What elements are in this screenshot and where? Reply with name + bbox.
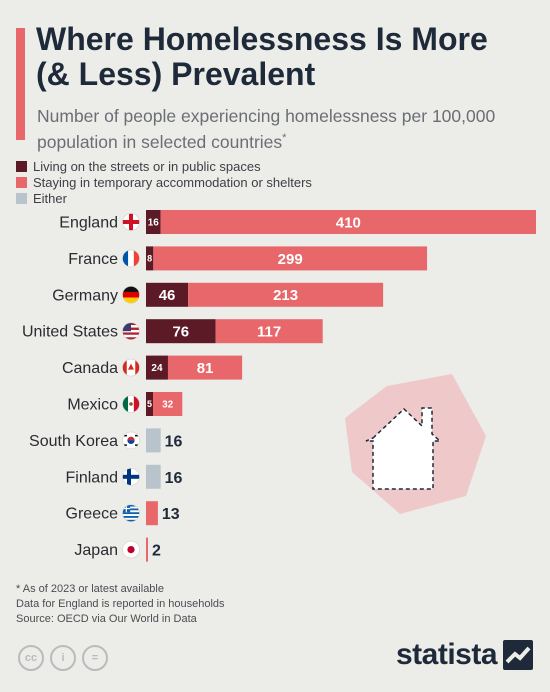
flag-france-icon-ring (122, 249, 140, 268)
bar-street-germany (146, 282, 189, 307)
bar-street-mexico (146, 392, 153, 416)
value-label-street-canada: 24 (151, 363, 163, 374)
value-label-shelter-germany: 213 (273, 287, 298, 304)
legend-item-shelter: Staying in temporary accommodation or sh… (16, 174, 312, 190)
flag-greece-icon (122, 504, 140, 522)
statista-mark-icon (503, 640, 534, 670)
value-label-shelter-france: 299 (278, 251, 303, 268)
value-label-street-germany: 46 (159, 287, 176, 304)
footnote-england: Data for England is reported in househol… (16, 598, 225, 610)
flag-finland-icon-ring (122, 467, 140, 486)
legend-item-street: Living on the streets or in public space… (16, 158, 312, 174)
flag-mexico-icon-ring (122, 395, 140, 413)
footnotes: * As of 2023 or latest available Data fo… (16, 582, 225, 627)
flag-south-korea-icon (122, 431, 140, 449)
value-label-shelter-mexico: 32 (162, 400, 174, 411)
category-label-canada: Canada (62, 360, 118, 377)
flag-greece-icon-ring (122, 504, 140, 523)
by-icon: i (50, 645, 76, 671)
flag-usa-icon-ring (122, 322, 140, 341)
flag-canada-icon-ring (122, 358, 140, 377)
title-accent-bar (16, 28, 25, 140)
value-label-shelter-england: 410 (336, 214, 361, 231)
category-label-mexico: Mexico (67, 397, 118, 414)
bar-shelter-mexico (153, 392, 183, 416)
flag-usa-icon (122, 322, 140, 340)
category-label-germany: Germany (52, 287, 118, 304)
flag-canada-icon (122, 359, 140, 377)
value-label-shelter-canada: 81 (197, 360, 214, 377)
footnote-date: * As of 2023 or latest available (16, 583, 164, 595)
value-label-street-france: 8 (147, 254, 152, 264)
chart-title: Where Homelessness Is More (& Less) Prev… (36, 21, 488, 92)
flag-england-icon (122, 213, 140, 231)
value-label-shelter-greece: 13 (162, 506, 180, 523)
bar-shelter-germany (188, 282, 384, 307)
license-icons: cc i = (18, 645, 108, 671)
flag-mexico-icon (122, 395, 140, 413)
flag-finland-icon (122, 468, 140, 486)
flag-japan-icon-ring (122, 540, 140, 559)
value-label-shelter-japan: 2 (152, 543, 161, 560)
category-label-united-states: United States (22, 324, 118, 341)
bar-street-canada (146, 355, 168, 380)
bar-shelter-japan (146, 537, 148, 562)
bar-street-united-states (146, 319, 216, 344)
category-label-finland: Finland (66, 469, 118, 486)
category-label-japan: Japan (74, 542, 118, 559)
flag-france-icon (122, 249, 140, 267)
subtitle-footnote-marker: * (282, 132, 287, 144)
legend-swatch-either (16, 192, 27, 204)
bar-shelter-france (153, 246, 428, 271)
legend-label-street: Living on the streets or in public space… (33, 158, 261, 174)
house-outline-icon (365, 407, 442, 490)
chart-subtitle: Number of people experiencing homelessne… (37, 105, 507, 153)
flag-japan-icon (122, 541, 140, 559)
legend-label-either: Either (33, 190, 67, 206)
bar-shelter-greece (146, 501, 158, 526)
value-label-either-finland: 16 (165, 470, 183, 487)
legend-label-shelter: Staying in temporary accommodation or sh… (33, 174, 312, 190)
category-label-england: England (59, 215, 118, 232)
subtitle-text: Number of people experiencing homelessne… (37, 106, 496, 152)
value-label-street-england: 16 (148, 218, 160, 229)
brand-name: statista (396, 638, 498, 671)
legend-swatch-shelter (16, 176, 27, 188)
bar-street-france (146, 246, 154, 271)
footnote-source: Source: OECD via Our World in Data (16, 613, 197, 625)
bar-street-england (146, 210, 161, 234)
value-label-street-united-states: 76 (172, 324, 189, 341)
bar-either-finland (146, 464, 161, 489)
bar-shelter-canada (167, 355, 243, 380)
flag-south-korea-icon-ring (122, 431, 140, 450)
legend-item-either: Either (16, 190, 312, 206)
category-label-south-korea: South Korea (29, 433, 118, 450)
category-label-france: France (68, 251, 118, 268)
value-label-either-south-korea: 16 (165, 433, 183, 450)
statista-logo: statista (396, 638, 534, 672)
flag-germany-icon (122, 286, 140, 304)
bar-either-south-korea (146, 428, 161, 453)
cc-icon: cc (18, 645, 44, 671)
value-label-shelter-united-states: 117 (257, 324, 281, 341)
category-label-greece: Greece (66, 506, 119, 523)
bar-shelter-england (160, 210, 536, 234)
legend: Living on the streets or in public space… (16, 158, 312, 206)
legend-swatch-street (16, 160, 27, 172)
flag-germany-icon-ring (122, 285, 140, 304)
flag-england-icon-ring (122, 213, 140, 231)
value-label-street-mexico: 5 (147, 399, 152, 409)
nd-icon: = (82, 645, 108, 671)
bar-shelter-united-states (215, 319, 323, 344)
